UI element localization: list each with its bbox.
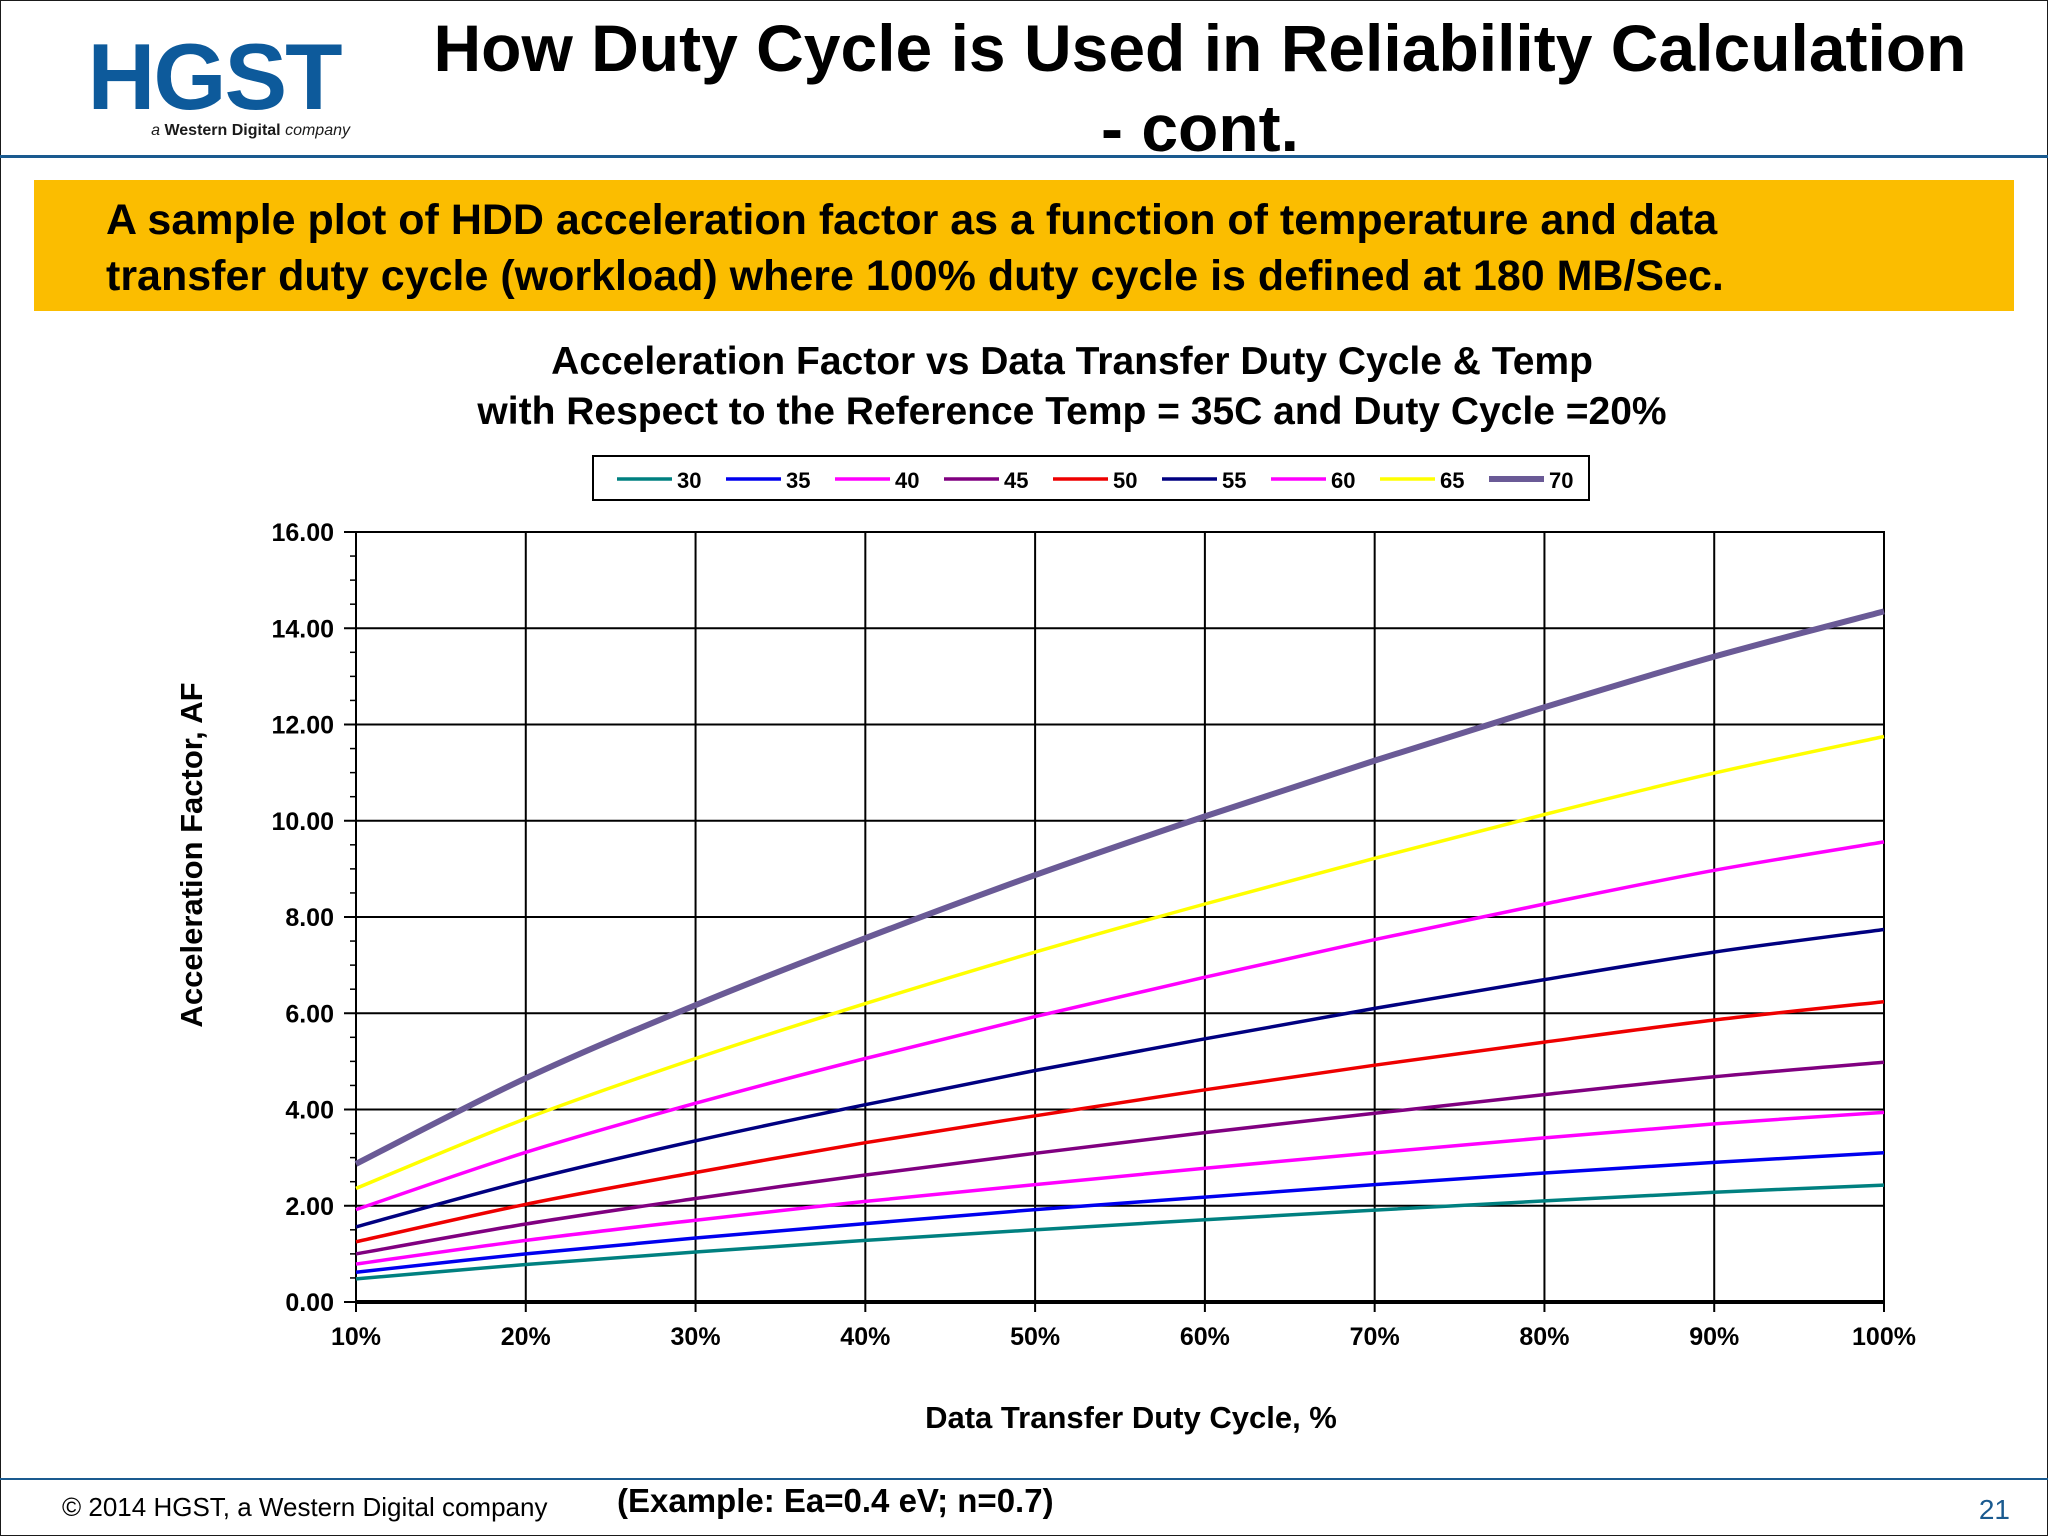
x-tick-label: 70% <box>1350 1323 1400 1351</box>
banner-text: A sample plot of HDD acceleration factor… <box>106 192 1986 304</box>
series-line-60 <box>355 840 1885 1212</box>
x-tick-label: 50% <box>1010 1323 1060 1351</box>
chart-series <box>354 608 1885 1281</box>
copyright-text: © 2014 HGST, a Western Digital company <box>62 1492 548 1522</box>
x-axis-label: Data Transfer Duty Cycle, % <box>925 1400 1337 1435</box>
y-tick-label: 0.00 <box>285 1289 334 1317</box>
logo-tagline-suffix: company <box>280 122 350 139</box>
series-line-50 <box>355 999 1885 1244</box>
legend-label-60: 60 <box>1331 468 1355 493</box>
x-tick-label: 80% <box>1519 1323 1569 1351</box>
example-note: (Example: Ea=0.4 eV; n=0.7) <box>617 1482 1054 1519</box>
y-tick-label: 10.00 <box>271 808 334 836</box>
chart-grid <box>350 531 1885 1304</box>
y-tick-label: 2.00 <box>285 1193 334 1221</box>
logo-tagline: a Western Digital company <box>74 122 354 140</box>
legend-label-30: 30 <box>677 468 701 493</box>
series-line-65 <box>355 734 1885 1191</box>
slide-title-line1: How Duty Cycle is Used in Reliability Ca… <box>433 11 1967 85</box>
legend-label-65: 65 <box>1440 468 1464 493</box>
y-axis-label: Acceleration Factor, AF <box>174 682 209 1027</box>
banner-line2: transfer duty cycle (workload) where 100… <box>106 252 1724 300</box>
series-line-55 <box>355 927 1885 1229</box>
chart-legend: 30 35 40 45 50 55 60 65 70 <box>592 455 1590 501</box>
y-tick-label: 16.00 <box>271 519 334 547</box>
series-line-35 <box>355 1151 1885 1274</box>
y-tick-label: 14.00 <box>271 615 334 643</box>
page-number: 21 <box>1978 1494 2010 1525</box>
footer-divider <box>0 1478 2048 1480</box>
logo-wordmark: HGST <box>87 24 342 129</box>
slide-title: How Duty Cycle is Used in Reliability Ca… <box>380 8 2020 168</box>
logo-tagline-bold: Western Digital <box>164 122 281 139</box>
acceleration-factor-chart: Acceleration Factor vs Data Transfer Dut… <box>174 340 1916 1435</box>
series-line-70 <box>354 608 1885 1167</box>
x-tick-label: 30% <box>671 1323 721 1351</box>
chart-title-line2: with Respect to the Reference Temp = 35C… <box>476 390 1666 433</box>
series-line-30 <box>355 1183 1885 1281</box>
x-tick-label: 20% <box>501 1323 551 1351</box>
series-line-40 <box>355 1110 1885 1266</box>
legend-label-55: 55 <box>1222 468 1246 493</box>
y-axis-ticks: 0.00 2.00 4.00 6.00 8.00 10.00 12.00 14.00 16.00 <box>271 519 356 1317</box>
x-tick-label: 60% <box>1180 1323 1230 1351</box>
legend-label-35: 35 <box>786 468 810 493</box>
y-tick-label: 6.00 <box>285 1000 334 1028</box>
x-tick-label: 10% <box>331 1323 381 1351</box>
y-tick-label: 4.00 <box>285 1097 334 1125</box>
hgst-logo: HGST a Western Digital company <box>74 30 354 140</box>
legend-label-70: 70 <box>1549 468 1573 493</box>
logo-tagline-prefix: a <box>151 122 165 139</box>
x-tick-label: 100% <box>1852 1323 1916 1351</box>
banner-line1: A sample plot of HDD acceleration factor… <box>106 196 1718 244</box>
series-line-45 <box>355 1060 1885 1256</box>
x-axis-ticks: 10% 20% 30% 40% 50% 60% 70% 80% 90% 100% <box>331 1302 1916 1351</box>
x-tick-label: 90% <box>1689 1323 1739 1351</box>
y-tick-label: 8.00 <box>285 904 334 932</box>
chart-title-line1: Acceleration Factor vs Data Transfer Dut… <box>551 340 1593 383</box>
y-tick-label: 12.00 <box>271 712 334 740</box>
legend-label-50: 50 <box>1113 468 1137 493</box>
legend-label-40: 40 <box>895 468 919 493</box>
x-tick-label: 40% <box>840 1323 890 1351</box>
legend-label-45: 45 <box>1004 468 1028 493</box>
description-banner: A sample plot of HDD acceleration factor… <box>34 180 2014 311</box>
slide-title-line2: - cont. <box>1101 91 1299 165</box>
header-divider <box>0 155 2048 158</box>
